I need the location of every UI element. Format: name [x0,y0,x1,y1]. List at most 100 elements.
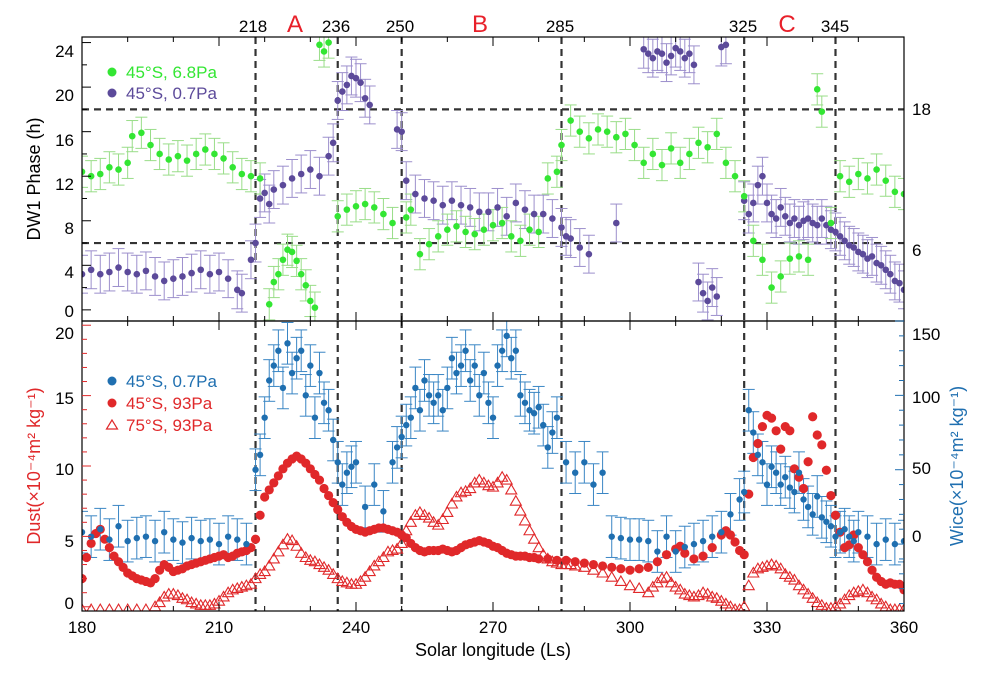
point-purple [649,54,657,62]
point-blue [252,466,259,473]
point-green [211,150,218,158]
bottom-legend: 45°S, 0.7Pa 45°S, 93Pa 75°S, 93Pa [105,372,217,435]
point-blue [161,528,168,536]
point-purple [87,266,95,274]
point-purple [681,54,689,62]
point-red-triangle [317,560,331,572]
point-red-triangle [113,602,124,611]
point-red-circle [643,562,653,572]
point-blue [188,534,195,542]
point-red-triangle [431,518,445,530]
point-green [238,170,246,178]
point-red-triangle [203,598,217,610]
point-red-circle [826,490,836,501]
point-green [256,175,264,182]
point-purple [421,195,428,202]
point-green [320,48,328,55]
point-purple [325,152,332,160]
point-purple [644,50,652,58]
point-red-triangle [132,602,142,611]
point-red-circle [150,574,160,584]
top-panel: 0 4 8 12 16 20 24 18 6 DW1 Phase (h) 45°… [24,36,931,322]
point-blue [284,340,291,347]
point-purple [106,268,113,276]
point-red-circle [260,492,270,502]
point-red-circle [867,565,877,575]
legend-label-red-triangle: 75°S, 93Pa [126,416,213,435]
point-purple [352,74,360,82]
point-blue [234,536,241,543]
point-purple [339,88,346,95]
point-red-circle [853,543,863,553]
point-red-circle [766,413,777,423]
point-green [603,128,611,135]
point-blue [97,526,104,533]
point-blue [745,407,752,414]
point-purple [357,79,364,86]
bottom-right-tick-labels: 0 50 100 150 [912,325,940,546]
point-purple [795,221,803,229]
point-blue [398,433,405,441]
point-red-triangle [660,570,673,582]
point-blue [818,514,825,521]
legend-label-purple: 45°S, 0.7Pa [126,84,217,103]
point-purple [512,199,520,207]
point-blue [635,536,643,543]
point-blue [832,533,839,540]
point-red-triangle [123,602,133,611]
point-red-circle [579,558,589,568]
legend-label-blue: 45°S, 0.7Pa [126,372,217,391]
point-green [777,273,784,280]
point-green [649,150,657,158]
point-blue [827,523,835,530]
top-guides [82,37,904,321]
point-blue [855,528,862,536]
point-red-circle [798,483,809,494]
xtick-210: 210 [205,618,233,637]
point-red-circle [255,510,265,520]
point-green [882,177,890,184]
top-y-axis-title: DW1 Phase (h) [24,117,44,240]
point-purple [791,215,798,222]
point-green [138,129,145,137]
point-red-circle [561,555,571,565]
point-green [87,172,95,180]
legend-marker-green [107,67,117,77]
point-red-triangle [851,584,865,596]
point-blue [900,537,904,545]
point-blue [407,414,414,421]
point-red-circle [730,537,740,547]
point-blue [197,537,204,545]
point-red-triangle [157,590,171,602]
point-blue [823,518,830,525]
point-green [544,175,552,182]
point-green [813,86,821,93]
point-purple [896,279,903,287]
xtick-330: 330 [753,618,781,637]
point-green [704,143,711,151]
point-red-triangle [856,583,870,595]
point-blue [82,528,86,536]
point-blue [521,399,529,406]
ls-label-218: 218 [239,17,267,36]
point-purple [521,206,529,213]
point-green [316,41,323,49]
point-red-circle [739,550,749,560]
point-blue [142,533,150,540]
point-red-triangle [153,595,167,608]
point-green [407,206,415,213]
point-purple [265,200,273,208]
point-red-triangle [436,512,450,525]
point-blue [151,537,159,545]
point-red-triangle [495,470,509,482]
point-purple [900,286,904,294]
point-green [380,210,387,218]
vline-labels: 218 236 250 285 325 345 [239,17,849,36]
point-green [293,257,300,265]
point-purple [307,166,314,173]
point-red-circle [625,565,635,575]
point-red-triangle [290,539,304,551]
point-purple [179,273,186,280]
point-red-circle [725,530,736,540]
point-red-triangle [491,476,505,488]
